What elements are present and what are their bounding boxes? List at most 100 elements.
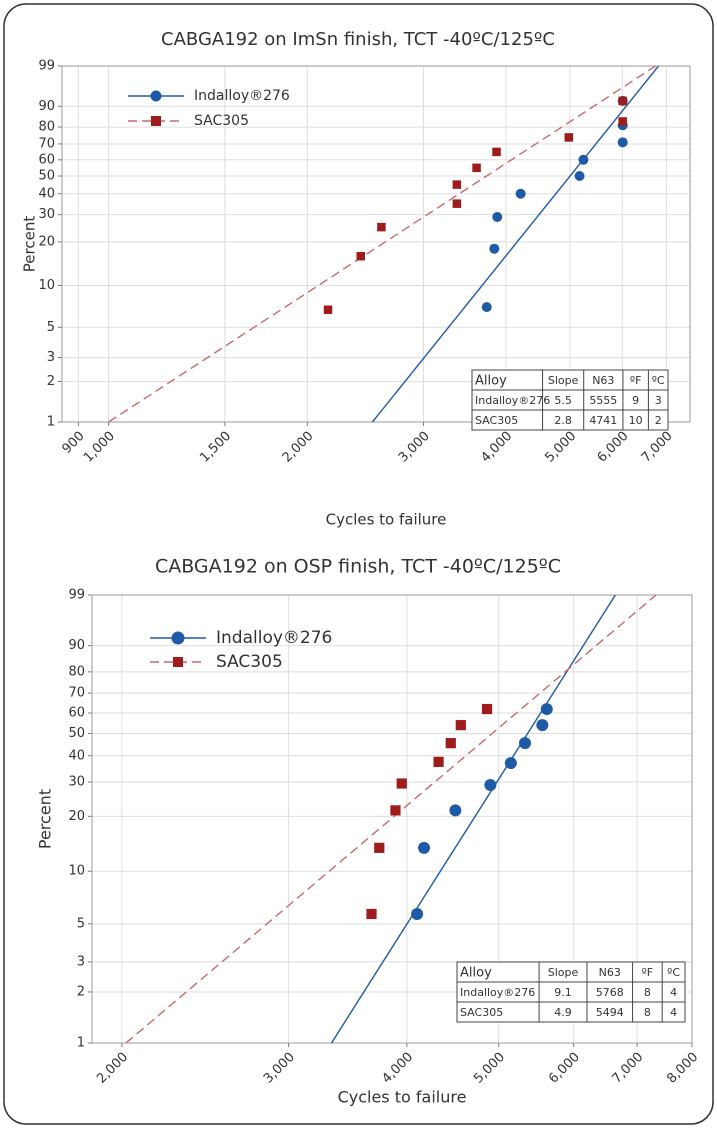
data-point (618, 117, 627, 126)
y-tick-label: 80 (68, 664, 85, 679)
table-header: ºC (652, 374, 665, 387)
table-cell: 5494 (596, 1006, 624, 1019)
x-tick-label: 7,000 (639, 429, 676, 466)
y-tick-label: 20 (68, 809, 85, 824)
data-point (540, 703, 553, 716)
table-header: ºF (642, 966, 654, 979)
legend-label: Indalloy®276 (194, 88, 290, 104)
y-tick-label: 70 (38, 136, 55, 151)
y-tick-label: 3 (77, 954, 85, 969)
x-tick-label: 5,000 (542, 429, 579, 466)
table-cell: 9.1 (554, 986, 572, 999)
data-point (418, 841, 431, 854)
table-header: Slope (548, 966, 579, 979)
x-tick-label: 7,000 (609, 1050, 646, 1087)
data-point (504, 757, 517, 770)
y-tick-label: 3 (47, 350, 55, 365)
fit-line (125, 595, 657, 1043)
table-header: ºC (667, 966, 680, 979)
y-tick-label: 20 (38, 234, 55, 249)
x-tick-label: 6,000 (546, 1050, 583, 1087)
table-cell: 4741 (589, 414, 617, 427)
data-point (472, 163, 481, 173)
y-tick-label: 50 (38, 169, 55, 184)
y-tick-label: 2 (77, 984, 85, 999)
table-header: Alloy (475, 374, 507, 389)
y-tick-label: 40 (38, 186, 55, 201)
table-cell: Indalloy®276 (460, 986, 535, 999)
legend-marker (173, 657, 183, 667)
data-point (564, 133, 574, 142)
legend-label: Indalloy®276 (216, 628, 332, 648)
table-cell: Indalloy®276 (475, 394, 550, 407)
fit-line (108, 66, 656, 422)
table-cell: 4.9 (554, 1006, 572, 1019)
x-tick-label: 1,000 (81, 429, 118, 466)
x-tick-label: 4,000 (478, 429, 515, 466)
plot: CABGA192 on ImSn finish, TCT -40ºC/125ºC… (21, 29, 691, 529)
legend-label: SAC305 (194, 113, 249, 129)
table-cell: 2 (655, 414, 662, 427)
y-tick-label: 50 (68, 726, 85, 741)
data-point (536, 719, 549, 732)
data-point (323, 305, 333, 315)
data-point (489, 243, 500, 254)
table-cell: 2.8 (554, 414, 572, 427)
x-axis-label: Cycles to failure (338, 1088, 467, 1107)
table-cell: 5768 (596, 986, 624, 999)
table-cell: 8 (644, 986, 651, 999)
data-point (518, 737, 531, 750)
y-tick-label: 10 (38, 278, 55, 293)
table-header: Slope (548, 374, 579, 387)
table-cell: 5555 (589, 394, 617, 407)
table-cell: 10 (629, 414, 643, 427)
data-point (449, 804, 462, 817)
table-cell: 9 (632, 394, 639, 407)
table-header: N63 (592, 374, 614, 387)
data-point (433, 756, 444, 767)
table-cell: 8 (644, 1006, 651, 1019)
y-tick-label: 40 (68, 748, 85, 763)
data-point (492, 147, 501, 157)
table-bg (456, 961, 686, 1023)
y-tick-label: 60 (38, 152, 55, 167)
table-cell: SAC305 (460, 1006, 503, 1019)
plot-frame (91, 594, 693, 1044)
table-cell: 5.5 (554, 394, 572, 407)
table-bg (471, 369, 669, 431)
x-tick-label: 4,000 (379, 1050, 416, 1087)
data-point (574, 171, 585, 182)
table-cell: 3 (655, 394, 662, 407)
x-tick-label: 2,000 (94, 1050, 131, 1087)
x-tick-label: 1,500 (197, 429, 234, 466)
x-tick-label: 2,000 (280, 429, 317, 466)
legend-label: SAC305 (216, 652, 283, 672)
data-point (445, 738, 456, 749)
legend-marker (171, 631, 185, 645)
y-tick-label: 70 (68, 686, 85, 701)
data-point (452, 180, 462, 189)
table-header: ºF (630, 374, 642, 387)
table-cell: SAC305 (475, 414, 518, 427)
y-tick-label: 10 (68, 864, 85, 879)
chart-title: CABGA192 on OSP finish, TCT -40ºC/125ºC (155, 556, 561, 578)
table-header: N63 (599, 966, 621, 979)
x-tick-label: 3,000 (261, 1050, 298, 1087)
plot-frame (61, 65, 691, 423)
data-point (396, 778, 407, 789)
data-point (492, 211, 503, 222)
y-tick-label: 90 (38, 99, 55, 114)
data-point (377, 222, 386, 232)
y-tick-label: 30 (38, 207, 55, 222)
fit-line (371, 66, 660, 422)
data-point (617, 137, 628, 148)
table-cell: 4 (670, 1006, 677, 1019)
table-header: Alloy (460, 966, 492, 981)
y-tick-label: 5 (77, 916, 85, 931)
x-tick-label: 8,000 (664, 1050, 701, 1087)
data-point (366, 908, 377, 920)
data-point (390, 805, 401, 816)
x-axis-label: Cycles to failure (326, 511, 447, 529)
data-point (374, 842, 385, 853)
